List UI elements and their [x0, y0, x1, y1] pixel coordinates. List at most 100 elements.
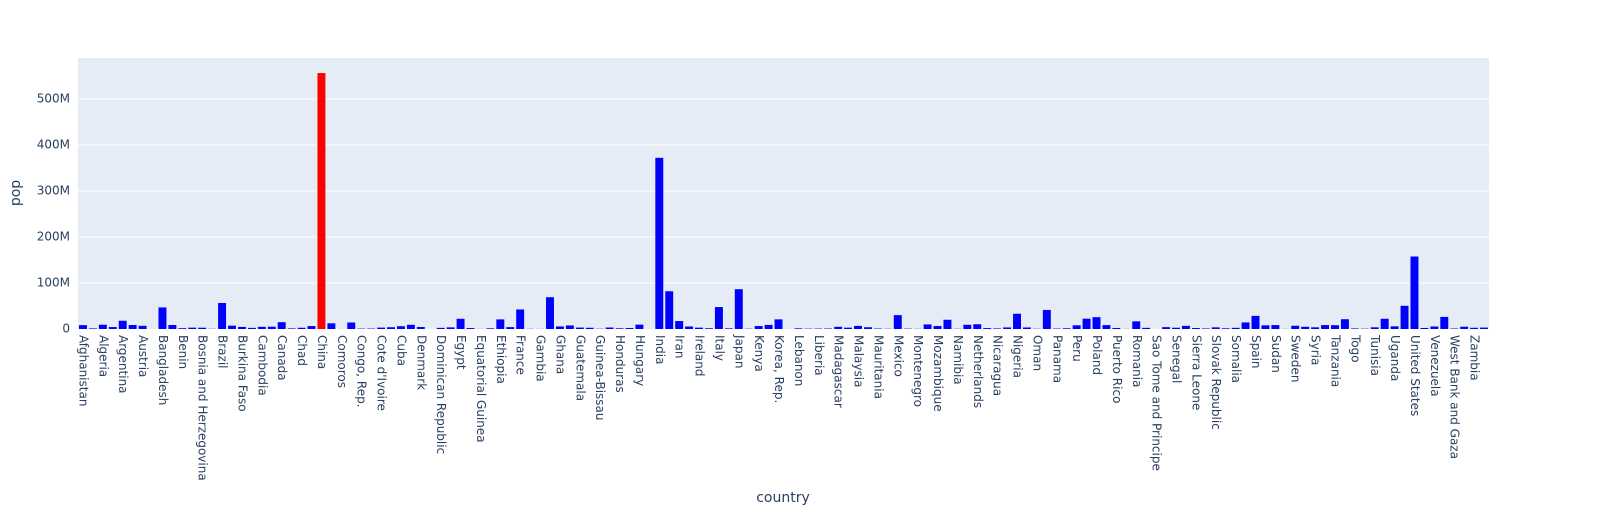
bar	[1242, 322, 1250, 329]
bar	[457, 319, 465, 329]
bar	[993, 328, 1001, 329]
bar	[1232, 328, 1240, 329]
x-tick-label: Sierra Leone	[1189, 335, 1203, 410]
x-tick-label: Spain	[1249, 335, 1263, 369]
x-tick-label: Venezuela	[1428, 335, 1442, 397]
x-tick-label: Ethiopia	[494, 335, 508, 384]
bar	[467, 328, 475, 329]
x-tick-label: Bangladesh	[156, 335, 170, 405]
bar	[794, 328, 802, 329]
bar	[1411, 257, 1419, 329]
y-tick-label: 400M	[37, 137, 70, 151]
x-tick-label: Lebanon	[792, 335, 806, 386]
bar	[1013, 314, 1021, 329]
bar	[89, 328, 97, 329]
bar	[1480, 328, 1488, 329]
bar	[735, 289, 743, 329]
bar	[218, 303, 226, 329]
x-tick-label: Canada	[275, 335, 289, 381]
y-axis-title: pop	[8, 180, 24, 206]
bar	[1222, 328, 1230, 329]
bar	[308, 326, 316, 329]
bar	[248, 328, 256, 329]
bar	[576, 328, 584, 329]
bar	[864, 327, 872, 329]
bar	[983, 328, 991, 329]
bar	[1301, 327, 1309, 329]
x-tick-label: Syria	[1309, 335, 1323, 365]
bar	[496, 319, 504, 329]
x-tick-label: Japan	[732, 334, 746, 368]
bar	[695, 328, 703, 329]
x-axis-title: country	[756, 490, 810, 506]
bar	[119, 321, 127, 329]
x-tick-label: Dominican Republic	[434, 335, 448, 454]
x-tick-label: Burkina Faso	[235, 335, 249, 412]
bar	[1291, 326, 1299, 329]
bar	[844, 328, 852, 329]
bar	[963, 325, 971, 329]
bar	[834, 327, 842, 329]
bar	[288, 328, 296, 329]
x-tick-label: Cuba	[394, 335, 408, 366]
x-tick-label: Madagascar	[832, 335, 846, 408]
x-tick-label: Cambodia	[255, 335, 269, 396]
x-tick-label: West Bank and Gaza	[1448, 335, 1462, 459]
x-tick-label: Netherlands	[971, 335, 985, 408]
bar	[486, 328, 494, 329]
bar	[387, 327, 395, 329]
bar	[327, 323, 335, 329]
bar	[139, 326, 147, 329]
bar	[1391, 326, 1399, 329]
bar	[506, 327, 514, 329]
x-tick-label: Chad	[295, 335, 309, 366]
x-tick-label: Togo	[1348, 334, 1362, 363]
bar	[1102, 325, 1110, 329]
x-tick-label: Namibia	[951, 335, 965, 385]
bar	[1073, 325, 1081, 329]
bar	[238, 327, 246, 329]
x-tick-label: Ghana	[553, 335, 567, 374]
bar	[1311, 327, 1319, 329]
bar	[626, 328, 634, 329]
bar	[1162, 327, 1170, 329]
bar	[675, 321, 683, 329]
bar	[1182, 326, 1190, 329]
x-tick-label: Malaysia	[852, 335, 866, 387]
bar	[1202, 328, 1210, 329]
bar	[178, 328, 186, 329]
bar	[447, 327, 455, 329]
bar	[417, 327, 425, 329]
x-tick-label: Liberia	[812, 335, 826, 376]
x-tick-label: Guatemala	[573, 335, 587, 401]
y-tick-label: 500M	[37, 91, 70, 105]
x-tick-label: India	[653, 335, 667, 364]
bar	[278, 322, 286, 329]
bar	[158, 307, 166, 329]
x-tick-label: Oman	[1030, 335, 1044, 371]
x-tick-label: Sao Tome and Principe	[1150, 335, 1164, 471]
x-tick-label: Equatorial Guinea	[474, 335, 488, 443]
x-tick-label: Gambia	[534, 335, 548, 382]
bar	[1063, 328, 1071, 329]
x-tick-label: Senegal	[1169, 335, 1183, 383]
bar	[1331, 325, 1339, 329]
bar	[655, 158, 663, 329]
bar	[1470, 328, 1478, 329]
bar	[665, 291, 673, 329]
x-tick-label: Peru	[1070, 335, 1084, 362]
x-tick-label: Nigeria	[1011, 335, 1025, 378]
x-tick-label: Algeria	[96, 335, 110, 377]
x-tick-label: Cote d'Ivoire	[375, 335, 389, 411]
x-tick-label: Mauritania	[871, 335, 885, 399]
x-tick-label: Tanzania	[1328, 334, 1342, 387]
bar	[715, 307, 723, 329]
bar	[188, 328, 196, 329]
y-tick-label: 0	[62, 322, 70, 336]
bar	[1083, 319, 1091, 329]
bar	[943, 320, 951, 329]
x-tick-label: France	[514, 335, 528, 375]
x-tick-label: United States	[1408, 335, 1422, 416]
bar	[1261, 325, 1269, 329]
